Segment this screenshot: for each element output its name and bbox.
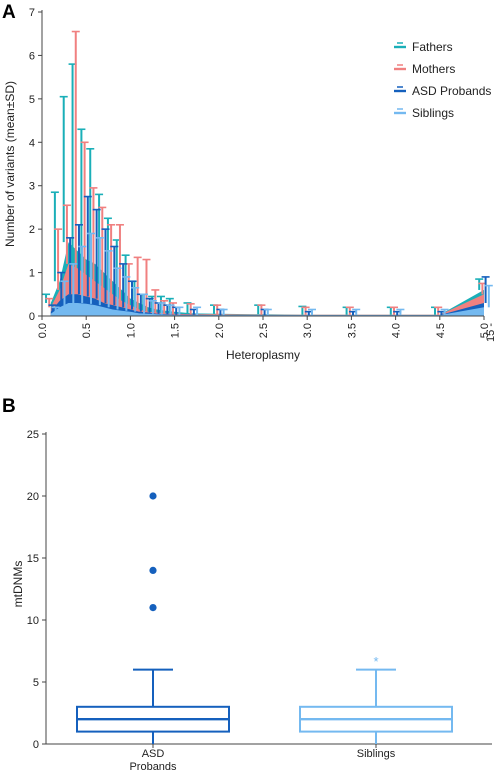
panel-b-box-layer: *	[76, 492, 453, 744]
panel-a-y-tick-label: 1	[29, 268, 35, 280]
panel-a-y-tick-label: 4	[29, 137, 35, 149]
panel-a-y-tick-label: 2	[29, 224, 35, 236]
area-siblings	[50, 303, 485, 316]
panel-b-x-tick-label: ASD	[142, 748, 165, 760]
panel-a-axes: 0 1 2 3 4 5 6 7 0.0 0.5 1.0 1.5 2.0 2.5 3.0 3.5 4.0 4.5 5.…	[29, 7, 497, 342]
panel-a: A 0 1 2 3 4 5 6 7 0.0 0.5 1.0 1.5 2.0 2.5 3.0 3.5 4.0 4.5…	[2, 2, 497, 362]
legend-label: Fathers	[412, 40, 453, 54]
panel-a-x-tick-label: 1.0	[125, 323, 137, 338]
panel-a-y-tick-label: 0	[29, 311, 35, 323]
panel-a-x-tick-label: 3.0	[302, 323, 314, 338]
panel-b-y-axis-title: mtDNMs	[11, 561, 25, 608]
panel-a-x-tick-label: 0.0	[37, 323, 49, 338]
panel-a-x-tick-label: 0.5	[81, 323, 93, 338]
panel-a-y-tick-label: 3	[29, 181, 35, 193]
panel-a-x-tick-label: 2.0	[214, 323, 226, 338]
panel-b-y-tick-label: 15	[27, 553, 39, 565]
panel-a-area-layer	[50, 242, 485, 316]
panel-b-x-tick-label: Siblings	[357, 748, 396, 760]
box-outlier	[149, 492, 157, 500]
panel-b-letter: B	[2, 396, 16, 417]
panel-a-x-tick-label: 4.5	[435, 323, 447, 338]
panel-a-x-tick-label-extra: 15 -	[485, 323, 497, 342]
panel-b-y-tick-label: 20	[27, 491, 39, 503]
panel-b-y-tick-label: 0	[33, 739, 39, 751]
panel-a-x-tick-label: 3.5	[346, 323, 358, 338]
panel-a-y-tick-label: 7	[29, 7, 35, 19]
panel-b-y-tick-label: 5	[33, 677, 39, 689]
box-outlier-extreme: *	[373, 654, 378, 669]
legend-label: Mothers	[412, 62, 455, 76]
panel-a-letter: A	[2, 2, 16, 23]
panel-a-y-axis-title: Number of variants (mean±SD)	[3, 81, 17, 247]
panel-b-y-tick-label: 10	[27, 615, 39, 627]
panel-a-errorbar-layer	[42, 30, 493, 316]
legend-label: Siblings	[412, 106, 454, 120]
panel-a-x-tick-label: 5.0	[479, 323, 491, 338]
panel-b-x-tick-label: Probands	[129, 761, 177, 773]
panel-a-x-tick-label: 4.0	[391, 323, 403, 338]
legend-label: ASD Probands	[412, 84, 491, 98]
panel-a-legend: Fathers Mothers ASD Probands Siblings	[394, 40, 491, 120]
box-outlier	[149, 604, 157, 612]
panel-b-y-tick-label: 25	[27, 429, 39, 441]
panel-a-y-tick-label: 5	[29, 94, 35, 106]
box-outlier	[149, 566, 157, 575]
panel-a-y-tick-label: 6	[29, 50, 35, 62]
panel-a-x-tick-label: 1.5	[170, 323, 182, 338]
panel-a-x-tick-label: 2.5	[258, 323, 270, 338]
panel-a-x-axis-title: Heteroplasmy	[226, 348, 300, 362]
